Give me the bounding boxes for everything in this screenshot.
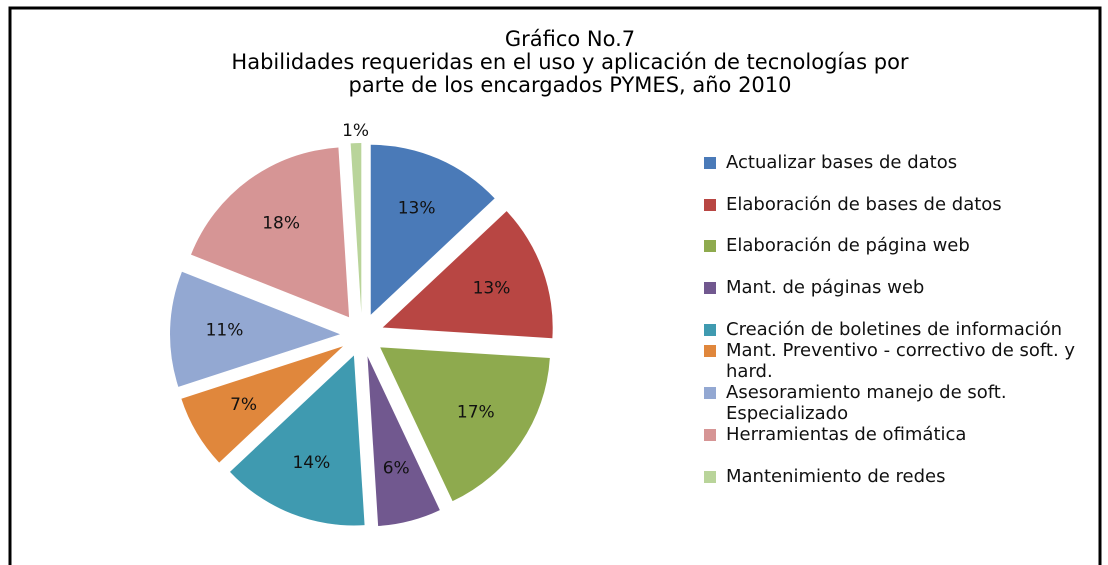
pie-slice [370, 144, 495, 315]
chart-title: Habilidades requeridas en el uso y aplic… [231, 50, 908, 74]
frame [8, 6, 1102, 565]
data-label: 17% [457, 402, 495, 422]
pie-slice [382, 211, 553, 339]
legend-label: Creación de boletines de información [726, 319, 1063, 340]
legend-label: Asesoramiento manejo de soft. Especializ… [726, 382, 1007, 424]
data-label: 18% [262, 214, 300, 234]
legend-swatch [704, 324, 716, 336]
legend-item: Elaboración de bases de datos [700, 194, 1085, 215]
legend-item: Mant. Preventivo - correctivo de soft. y… [700, 340, 1085, 382]
chart-title: parte de los encargados PYMES, año 2010 [348, 73, 791, 97]
pie-slice [170, 271, 341, 387]
legend-label: Elaboración de página web [726, 235, 970, 256]
data-label: 11% [206, 321, 244, 341]
legend-swatch [704, 471, 716, 483]
legend-label: Mant. de páginas web [726, 277, 925, 298]
legend-swatch [704, 240, 716, 252]
data-label: 14% [292, 453, 330, 473]
legend-swatch [704, 387, 716, 399]
legend-label: Mantenimiento de redes [726, 466, 946, 487]
data-label: 13% [398, 199, 436, 219]
data-label: 6% [383, 458, 410, 478]
legend-item: Elaboración de página web [700, 235, 1085, 256]
legend-item: Creación de boletines de información [700, 319, 1085, 340]
data-label: 7% [230, 395, 257, 415]
legend: Actualizar bases de datos Elaboración de … [700, 152, 1085, 487]
legend-item: Mant. de páginas web [700, 277, 1085, 298]
data-label: 13% [473, 278, 511, 298]
legend-item: Herramientas de ofimática [700, 424, 1085, 445]
legend-label: Elaboración de bases de datos [726, 194, 1002, 215]
legend-swatch [704, 345, 716, 357]
data-label: 1% [342, 121, 369, 141]
pie-slice [350, 143, 362, 314]
legend-item: Actualizar bases de datos [700, 152, 1085, 173]
legend-item: Asesoramiento manejo de soft. Especializ… [700, 382, 1085, 424]
legend-swatch [704, 199, 716, 211]
legend-swatch [704, 282, 716, 294]
pie-slice [181, 346, 344, 463]
pie: 13% 13% 17% 6% 14% 7% 11% 18% 1% [170, 121, 553, 526]
chart-title: Gráfico No.7 [505, 27, 635, 51]
pie-slice [229, 355, 365, 526]
legend-label: Actualizar bases de datos [726, 152, 958, 173]
pie-slice [367, 356, 440, 526]
legend-swatch [704, 157, 716, 169]
legend-label: Herramientas de ofimática [726, 424, 967, 445]
legend-label: Mant. Preventivo - correctivo de soft. y… [726, 340, 1076, 382]
legend-swatch [704, 429, 716, 441]
pie-slice [380, 347, 550, 502]
legend-item: Mantenimiento de redes [700, 466, 1085, 487]
pie-slice [191, 147, 350, 318]
